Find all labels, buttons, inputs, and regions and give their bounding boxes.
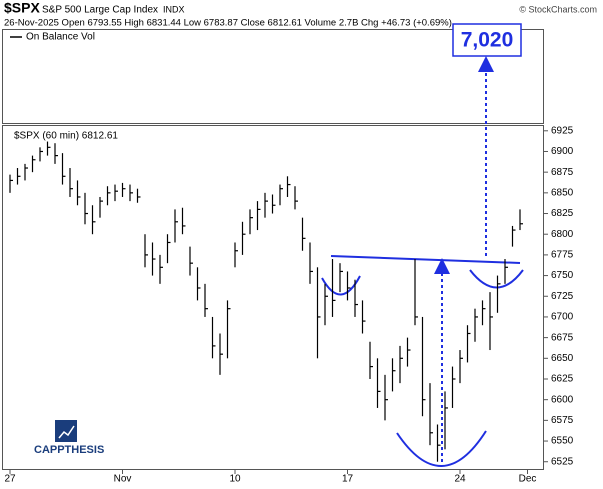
y-tick-label: 6675 bbox=[551, 332, 574, 343]
head-arc bbox=[396, 430, 487, 467]
brand-logo bbox=[55, 420, 77, 442]
y-tick-label: 6750 bbox=[551, 270, 574, 281]
symbol: $SPX bbox=[4, 0, 40, 16]
y-tick-label: 6775 bbox=[551, 250, 574, 261]
x-tick-label: Dec bbox=[519, 474, 537, 484]
left-shoulder-arc bbox=[321, 275, 361, 296]
y-tick-label: 6725 bbox=[551, 291, 574, 302]
price-label: $SPX (60 min) 6812.61 bbox=[14, 131, 118, 142]
y-tick-label: 6650 bbox=[551, 353, 574, 364]
annotations bbox=[321, 56, 524, 467]
x-tick-label: 27 bbox=[4, 474, 16, 484]
y-tick-label: 6600 bbox=[551, 394, 574, 405]
indicator-label: On Balance Vol bbox=[26, 32, 95, 43]
right-shoulder-arc bbox=[469, 269, 524, 289]
y-tick-label: 6800 bbox=[551, 229, 574, 240]
x-tick-label: 10 bbox=[229, 474, 241, 484]
x-tick-label: Nov bbox=[114, 474, 132, 484]
target-box bbox=[452, 23, 522, 57]
x-tick-label: 24 bbox=[454, 474, 466, 484]
y-tick-label: 6850 bbox=[551, 187, 574, 198]
credit: © StockCharts.com bbox=[519, 4, 597, 14]
credit-bg bbox=[508, 15, 568, 29]
index-name: S&P 500 Large Cap Index bbox=[42, 5, 158, 16]
quote-line: 26-Nov-2025 Open 6793.55 High 6831.44 Lo… bbox=[4, 18, 452, 29]
y-tick-label: 6875 bbox=[551, 167, 574, 178]
y-tick-label: 6825 bbox=[551, 208, 574, 219]
brand: CAPPTHESIS bbox=[34, 444, 104, 456]
y-tick-label: 6900 bbox=[551, 146, 574, 157]
y-tick-label: 6550 bbox=[551, 436, 574, 447]
x-tick-label: 17 bbox=[342, 474, 354, 484]
exchange: INDX bbox=[163, 4, 185, 14]
target-label: 7,020 bbox=[461, 29, 514, 52]
neckline bbox=[330, 255, 521, 264]
y-tick-label: 6525 bbox=[551, 456, 574, 467]
indicator-panel bbox=[2, 29, 544, 124]
y-tick-label: 6925 bbox=[551, 125, 574, 136]
price-panel bbox=[2, 125, 544, 470]
y-tick-label: 6575 bbox=[551, 415, 574, 426]
y-tick-label: 6625 bbox=[551, 374, 574, 385]
y-tick-label: 6700 bbox=[551, 312, 574, 323]
